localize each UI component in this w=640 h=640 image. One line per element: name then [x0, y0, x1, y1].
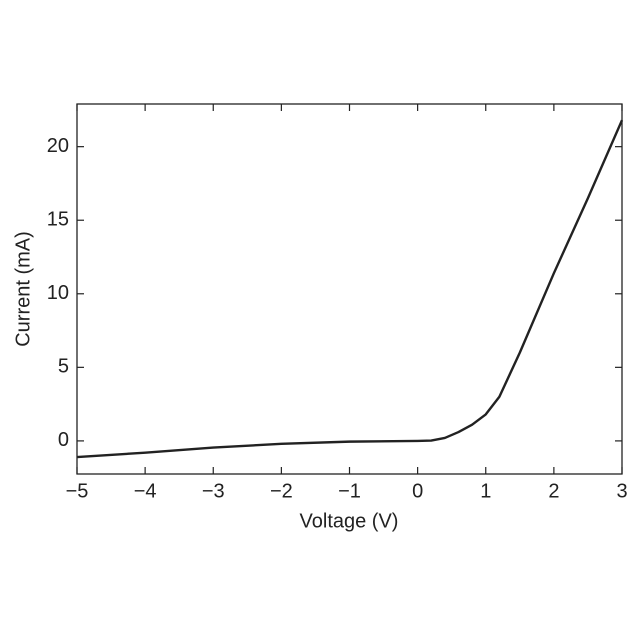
chart: Voltage (V) Current (mA) −5 −4 −3 −2 −1 0 1 2 3 0… — [0, 0, 640, 640]
x-tick-label: 1 — [480, 480, 491, 502]
y-tick-label: 15 — [47, 209, 69, 231]
x-tick-label: −1 — [338, 480, 361, 502]
y-tick-label: 5 — [58, 356, 69, 378]
data-line — [77, 120, 622, 457]
x-tick-label: −4 — [134, 480, 157, 502]
x-axis-label: Voltage (V) — [300, 510, 399, 532]
x-tick-label: 2 — [548, 480, 559, 502]
y-tick-label: 10 — [47, 282, 69, 304]
x-tick-label: −3 — [202, 480, 225, 502]
y-tick-label: 0 — [58, 429, 69, 451]
x-tick-label: −2 — [270, 480, 293, 502]
x-tick-label: 3 — [616, 480, 627, 502]
y-axis-label: Current (mA) — [12, 231, 34, 347]
plot-frame — [77, 104, 622, 474]
y-tick-label: 20 — [47, 135, 69, 157]
x-tick-label: −5 — [66, 480, 89, 502]
x-tick-label: 0 — [412, 480, 423, 502]
